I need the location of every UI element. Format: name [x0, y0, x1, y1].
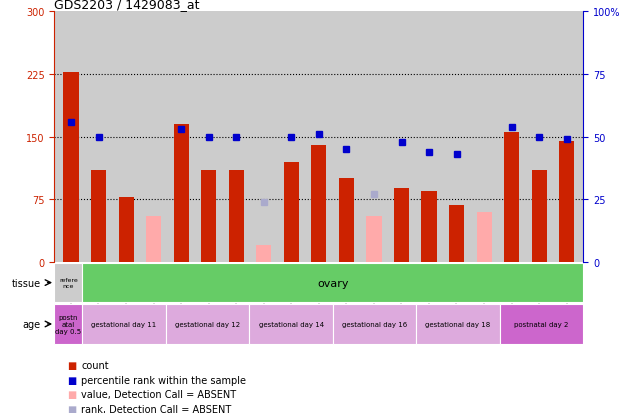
- Text: gestational day 14: gestational day 14: [258, 321, 324, 327]
- Bar: [312, 146, 326, 262]
- Bar: [249, 304, 333, 344]
- Text: gestational day 18: gestational day 18: [426, 321, 491, 327]
- Bar: [360, 12, 388, 262]
- Bar: [250, 12, 278, 262]
- Bar: [229, 171, 244, 262]
- Text: percentile rank within the sample: percentile rank within the sample: [81, 375, 246, 385]
- Bar: [166, 304, 249, 344]
- Bar: [256, 246, 271, 262]
- Bar: [195, 12, 222, 262]
- Bar: [305, 12, 333, 262]
- Bar: [54, 263, 82, 303]
- Bar: [388, 12, 415, 262]
- Bar: [284, 162, 299, 262]
- Text: refere
nce: refere nce: [59, 278, 78, 288]
- Text: ■: ■: [67, 389, 76, 399]
- Text: ovary: ovary: [317, 278, 349, 288]
- Text: gestational day 11: gestational day 11: [92, 321, 156, 327]
- Bar: [339, 179, 354, 262]
- Bar: [394, 189, 409, 262]
- Text: GDS2203 / 1429083_at: GDS2203 / 1429083_at: [54, 0, 200, 11]
- Bar: [415, 12, 443, 262]
- Bar: [559, 142, 574, 262]
- Text: postn
atal
day 0.5: postn atal day 0.5: [55, 314, 81, 334]
- Bar: [498, 12, 526, 262]
- Bar: [367, 216, 381, 262]
- Bar: [63, 73, 79, 262]
- Text: ■: ■: [67, 404, 76, 413]
- Bar: [531, 171, 547, 262]
- Text: rank, Detection Call = ABSENT: rank, Detection Call = ABSENT: [81, 404, 231, 413]
- Bar: [91, 171, 106, 262]
- Bar: [333, 304, 416, 344]
- Bar: [222, 12, 250, 262]
- Text: ■: ■: [67, 375, 76, 385]
- Text: count: count: [81, 361, 109, 370]
- Bar: [57, 12, 85, 262]
- Bar: [333, 12, 360, 262]
- Bar: [82, 304, 166, 344]
- Bar: [174, 125, 188, 262]
- Bar: [201, 171, 216, 262]
- Text: gestational day 16: gestational day 16: [342, 321, 407, 327]
- Bar: [119, 197, 134, 262]
- Text: age: age: [22, 319, 40, 329]
- Bar: [54, 304, 82, 344]
- Text: postnatal day 2: postnatal day 2: [514, 321, 569, 327]
- Bar: [449, 206, 464, 262]
- Bar: [416, 304, 500, 344]
- Bar: [443, 12, 470, 262]
- Bar: [422, 192, 437, 262]
- Bar: [278, 12, 305, 262]
- Text: gestational day 12: gestational day 12: [175, 321, 240, 327]
- Bar: [112, 12, 140, 262]
- Bar: [146, 216, 162, 262]
- Bar: [470, 12, 498, 262]
- Text: tissue: tissue: [12, 278, 40, 288]
- Bar: [85, 12, 112, 262]
- Bar: [526, 12, 553, 262]
- Bar: [476, 212, 492, 262]
- Text: ■: ■: [67, 361, 76, 370]
- Bar: [553, 12, 581, 262]
- Bar: [140, 12, 167, 262]
- Bar: [167, 12, 195, 262]
- Text: value, Detection Call = ABSENT: value, Detection Call = ABSENT: [81, 389, 237, 399]
- Bar: [500, 304, 583, 344]
- Bar: [504, 133, 519, 262]
